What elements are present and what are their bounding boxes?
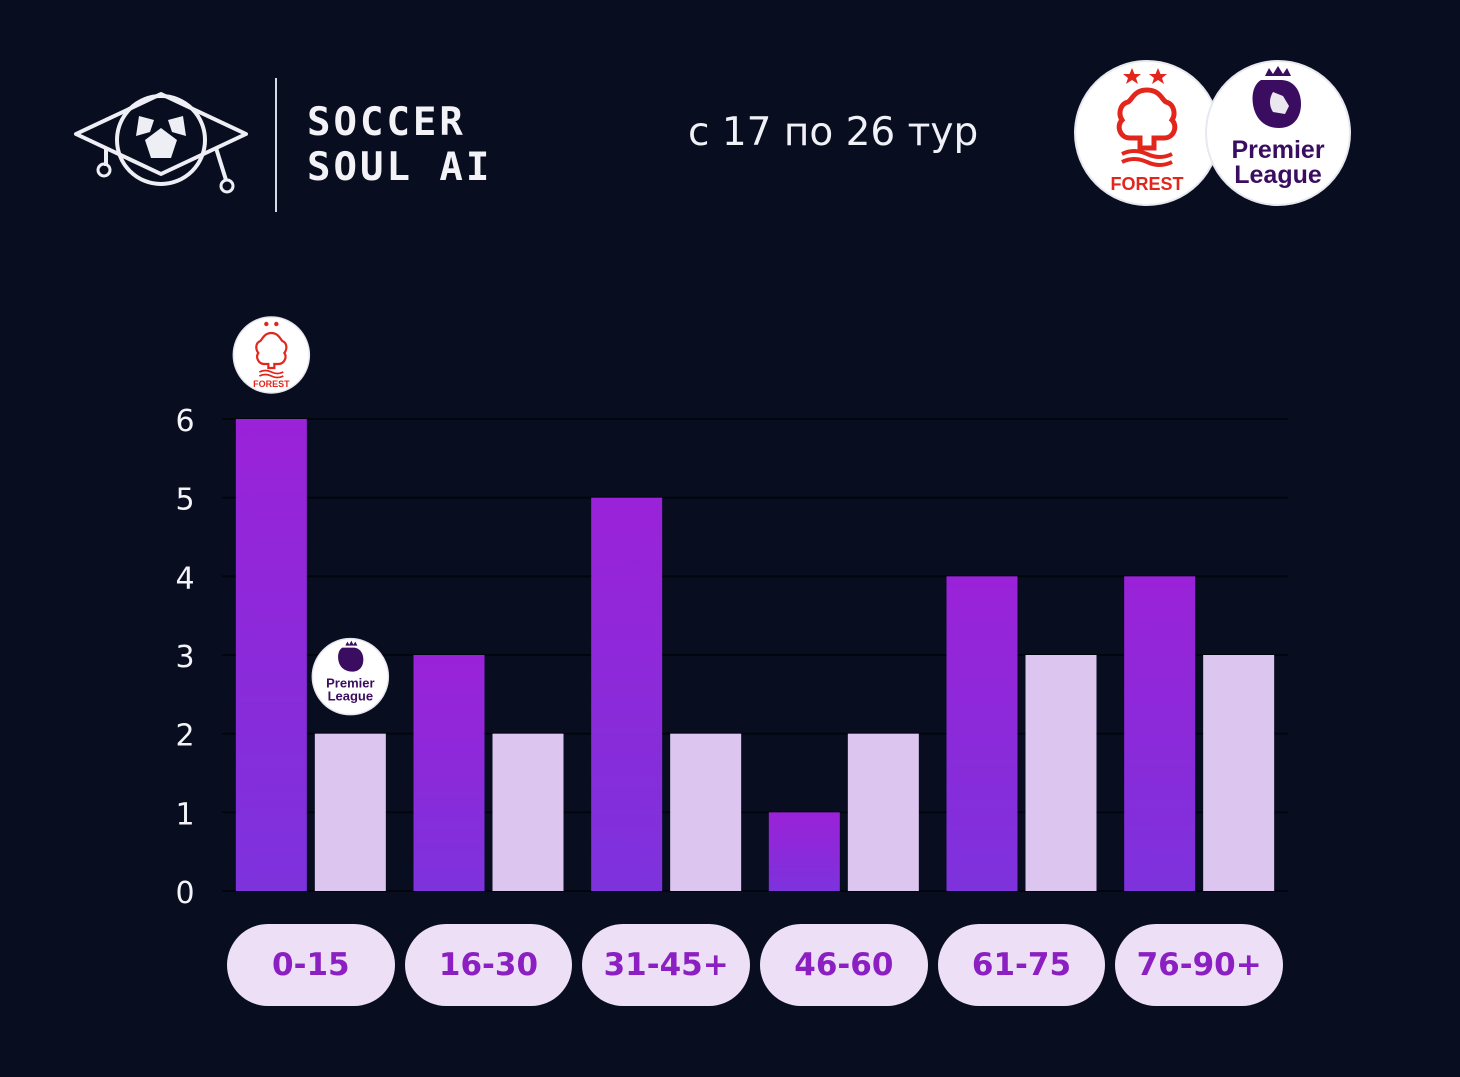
pl-badge-label-line1: Premier [1231, 136, 1324, 164]
bar-league-31-45+ [670, 733, 742, 891]
bar-team-76-90+ [1124, 576, 1196, 891]
bar-league-16-30 [492, 733, 564, 891]
brand-name-line2: SOUL AI [307, 145, 493, 190]
premier-league-lion-icon: Premier League [1231, 66, 1325, 189]
category-label: 61-75 [971, 947, 1072, 983]
brand-name-line1: SOCCER [307, 100, 466, 145]
y-tick-label: 6 [175, 404, 194, 439]
category-pill-46-60[interactable]: 46-60 [760, 924, 928, 1006]
bars [235, 419, 1275, 891]
category-label: 16-30 [438, 947, 539, 983]
bar-league-76-90+ [1203, 655, 1275, 891]
bar-team-0-15 [235, 419, 307, 891]
pl-badge-label-line2: League [1234, 161, 1322, 189]
bar-league-0-15 [314, 733, 386, 891]
y-axis-ticks: 0 1 2 3 4 5 6 [175, 404, 194, 911]
forest-badge-label: FOREST [1110, 174, 1183, 194]
y-tick-label: 1 [175, 797, 194, 832]
bar-team-31-45+ [591, 497, 663, 891]
forest-marker-icon: FOREST [232, 316, 311, 394]
y-tick-label: 4 [175, 561, 194, 596]
category-label: 76-90+ [1136, 947, 1262, 983]
category-pill-61-75[interactable]: 61-75 [937, 924, 1106, 1006]
category-label: 31-45+ [603, 947, 729, 983]
brand-header: SOCCER SOUL AI [70, 78, 530, 212]
bar-league-61-75 [1025, 655, 1097, 891]
grid-lines [222, 418, 1288, 892]
category-pill-0-15[interactable]: 0-15 [227, 924, 395, 1006]
round-range-subtitle: с 17 по 26 тур [688, 110, 979, 155]
graduation-cap-ball-icon [74, 92, 248, 194]
pl-marker-label-line2: League [328, 689, 374, 704]
y-tick-label: 2 [175, 719, 194, 754]
y-tick-label: 0 [175, 876, 194, 911]
category-pill-16-30[interactable]: 16-30 [404, 924, 573, 1006]
bar-team-61-75 [946, 576, 1018, 891]
category-pill-31-45+[interactable]: 31-45+ [582, 924, 750, 1006]
forest-badge-large: FOREST [1074, 60, 1220, 206]
forest-marker-label: FOREST [253, 379, 290, 389]
bar-league-46-60 [847, 733, 919, 891]
forest-crest-icon: FOREST [1110, 68, 1184, 194]
bar-team-46-60 [768, 812, 840, 891]
bar-team-16-30 [413, 655, 485, 891]
premier-league-badge-large: Premier League [1205, 60, 1351, 206]
category-label: 46-60 [794, 947, 894, 983]
category-pill-76-90+[interactable]: 76-90+ [1115, 924, 1283, 1006]
brand-name: SOCCER SOUL AI [307, 100, 492, 190]
category-label: 0-15 [272, 947, 350, 983]
pl-marker-label-line1: Premier [326, 676, 374, 691]
y-tick-label: 5 [175, 483, 194, 518]
brand-divider [275, 78, 277, 212]
y-tick-label: 3 [175, 640, 194, 675]
